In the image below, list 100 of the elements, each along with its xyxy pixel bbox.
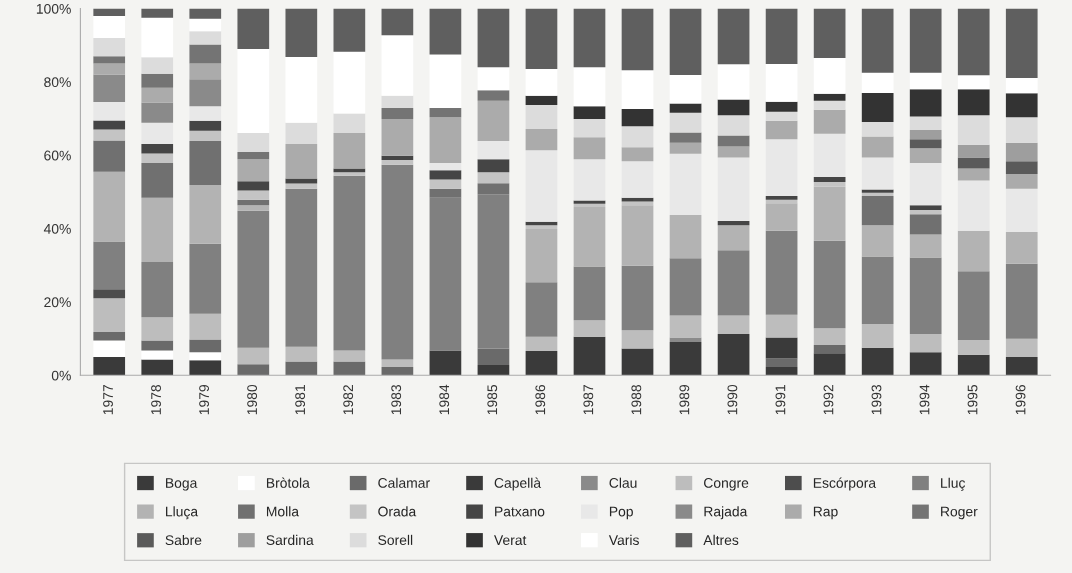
y-tick-label: 0% bbox=[51, 370, 71, 381]
bar bbox=[429, 107, 462, 118]
bar bbox=[381, 8, 414, 36]
bar bbox=[525, 95, 558, 106]
bar bbox=[93, 129, 126, 141]
bar bbox=[477, 90, 510, 101]
bar bbox=[909, 139, 942, 149]
bar bbox=[813, 328, 846, 345]
bar bbox=[957, 157, 990, 169]
bar bbox=[765, 366, 798, 376]
bar bbox=[621, 348, 654, 376]
bar bbox=[93, 298, 126, 333]
bar bbox=[573, 137, 606, 160]
bar bbox=[189, 360, 222, 376]
bar bbox=[93, 140, 126, 172]
legend-label: Altres bbox=[703, 534, 739, 546]
bar bbox=[813, 109, 846, 134]
bar bbox=[237, 347, 270, 365]
bar bbox=[813, 8, 846, 59]
x-tick-label: 1988 bbox=[631, 384, 642, 415]
bar bbox=[861, 121, 894, 137]
bar bbox=[141, 122, 174, 144]
bar bbox=[765, 337, 798, 359]
legend-label: Boga bbox=[166, 478, 198, 491]
bar bbox=[285, 183, 318, 189]
legend-label: Escórpora bbox=[813, 477, 877, 491]
legend-label: Lluç bbox=[941, 477, 966, 491]
x-tick-label: 1993 bbox=[871, 384, 882, 415]
bar bbox=[141, 153, 174, 163]
bar bbox=[237, 210, 270, 348]
bar bbox=[765, 358, 798, 367]
bar bbox=[429, 162, 462, 171]
bar bbox=[429, 117, 462, 163]
bar bbox=[765, 101, 798, 112]
bar bbox=[333, 175, 366, 351]
x-tick-label: 1995 bbox=[967, 384, 978, 415]
bar bbox=[717, 135, 750, 147]
bar bbox=[909, 89, 942, 117]
bar bbox=[1005, 188, 1038, 232]
bar bbox=[813, 186, 846, 241]
bar bbox=[189, 44, 222, 64]
bar bbox=[333, 350, 366, 362]
bar bbox=[765, 314, 798, 338]
bar bbox=[669, 315, 702, 338]
bar bbox=[861, 136, 894, 158]
legend-label: Sardina bbox=[266, 534, 314, 546]
bar bbox=[189, 8, 222, 19]
bar bbox=[381, 160, 414, 165]
bar bbox=[861, 157, 894, 190]
bar bbox=[957, 230, 990, 272]
bar bbox=[717, 99, 750, 116]
bar bbox=[1005, 8, 1038, 78]
x-tick-label: 1980 bbox=[247, 384, 258, 415]
bar bbox=[189, 79, 222, 107]
bar bbox=[669, 215, 702, 259]
bar bbox=[861, 72, 894, 93]
bar bbox=[909, 205, 942, 210]
bar bbox=[525, 128, 558, 151]
bar bbox=[237, 159, 270, 182]
bar bbox=[669, 8, 702, 75]
bar bbox=[957, 115, 990, 145]
bar bbox=[765, 139, 798, 196]
bar bbox=[237, 364, 270, 376]
bar bbox=[765, 120, 798, 140]
bar bbox=[525, 282, 558, 337]
bar bbox=[141, 340, 174, 351]
bar bbox=[957, 75, 990, 90]
bar bbox=[1005, 117, 1038, 143]
bar bbox=[189, 313, 222, 340]
legend-label: Capellà bbox=[494, 477, 542, 491]
bar bbox=[957, 89, 990, 116]
bar bbox=[285, 143, 318, 179]
legend-label: Varis bbox=[608, 534, 639, 546]
legend-label: Molla bbox=[266, 506, 300, 517]
bar bbox=[621, 201, 654, 206]
bar bbox=[429, 179, 462, 189]
bar bbox=[381, 366, 414, 376]
bar bbox=[189, 243, 222, 314]
bar bbox=[621, 70, 654, 110]
bar bbox=[957, 180, 990, 231]
bar bbox=[765, 195, 798, 200]
bar bbox=[93, 8, 126, 16]
bar bbox=[717, 146, 750, 158]
bar bbox=[93, 171, 126, 242]
bar bbox=[477, 67, 510, 91]
bar bbox=[861, 256, 894, 324]
y-tick-label: 60% bbox=[44, 150, 71, 161]
bar bbox=[525, 8, 558, 70]
legend-label: Pop bbox=[609, 506, 633, 520]
bar bbox=[525, 150, 558, 222]
x-tick-label: 1981 bbox=[295, 385, 306, 415]
x-tick-label: 1994 bbox=[919, 384, 930, 415]
bar bbox=[1005, 142, 1038, 162]
bar bbox=[333, 361, 366, 376]
bar bbox=[525, 228, 558, 283]
bar bbox=[381, 107, 414, 119]
bar bbox=[141, 8, 174, 18]
bar bbox=[93, 102, 126, 121]
bar bbox=[189, 120, 222, 131]
bar bbox=[285, 8, 318, 57]
